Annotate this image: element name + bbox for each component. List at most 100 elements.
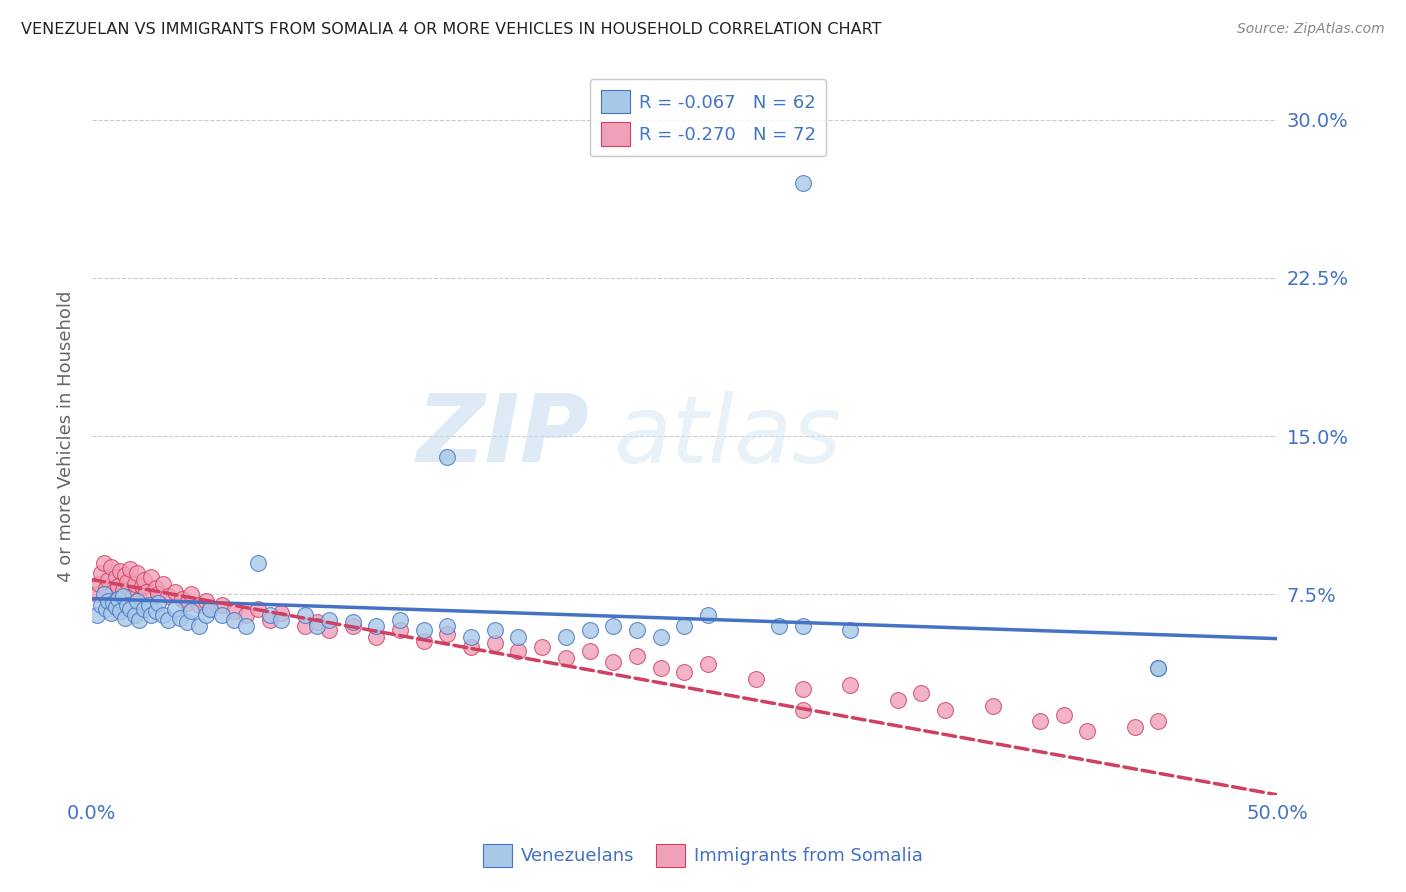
Point bbox=[211, 608, 233, 623]
Legend: Venezuelans, Immigrants from Somalia: Venezuelans, Immigrants from Somalia bbox=[475, 837, 931, 874]
Point bbox=[342, 619, 364, 633]
Point bbox=[93, 587, 115, 601]
Point bbox=[94, 581, 117, 595]
Point bbox=[460, 640, 482, 654]
Point bbox=[259, 613, 281, 627]
Point bbox=[436, 627, 458, 641]
Point bbox=[626, 648, 648, 663]
Point bbox=[90, 566, 112, 581]
Point bbox=[156, 590, 179, 604]
Point bbox=[87, 576, 110, 591]
Point bbox=[294, 608, 316, 623]
Point bbox=[101, 596, 124, 610]
Point bbox=[436, 450, 458, 465]
Point bbox=[200, 602, 222, 616]
Point bbox=[460, 630, 482, 644]
Point bbox=[1123, 720, 1146, 734]
Point bbox=[1147, 661, 1170, 675]
Point bbox=[169, 610, 191, 624]
Point bbox=[124, 576, 146, 591]
Point bbox=[1076, 724, 1098, 739]
Point bbox=[97, 573, 120, 587]
Point bbox=[90, 598, 112, 612]
Point bbox=[104, 570, 127, 584]
Point bbox=[270, 613, 292, 627]
Text: Source: ZipAtlas.com: Source: ZipAtlas.com bbox=[1237, 22, 1385, 37]
Point bbox=[270, 607, 292, 621]
Point bbox=[156, 613, 179, 627]
Point bbox=[412, 633, 434, 648]
Point bbox=[508, 630, 530, 644]
Point bbox=[366, 619, 388, 633]
Point bbox=[602, 619, 624, 633]
Point bbox=[128, 613, 150, 627]
Point bbox=[412, 623, 434, 637]
Point bbox=[180, 587, 202, 601]
Point bbox=[508, 644, 530, 658]
Point bbox=[152, 576, 174, 591]
Point bbox=[578, 644, 600, 658]
Point bbox=[235, 608, 257, 623]
Point bbox=[484, 636, 506, 650]
Point bbox=[294, 619, 316, 633]
Point bbox=[673, 665, 696, 680]
Point bbox=[187, 619, 209, 633]
Point bbox=[1147, 714, 1170, 728]
Point bbox=[107, 579, 129, 593]
Text: ZIP: ZIP bbox=[416, 390, 589, 482]
Point bbox=[132, 573, 155, 587]
Point bbox=[194, 608, 217, 623]
Point bbox=[388, 623, 411, 637]
Point bbox=[792, 176, 814, 190]
Point bbox=[139, 608, 162, 623]
Point bbox=[118, 602, 141, 616]
Point bbox=[125, 566, 148, 581]
Point bbox=[163, 602, 186, 616]
Point bbox=[697, 657, 720, 671]
Point bbox=[222, 613, 245, 627]
Point bbox=[180, 604, 202, 618]
Point bbox=[104, 599, 127, 614]
Point bbox=[768, 619, 790, 633]
Point bbox=[139, 570, 162, 584]
Point bbox=[650, 630, 672, 644]
Point bbox=[305, 619, 328, 633]
Point bbox=[246, 602, 269, 616]
Text: VENEZUELAN VS IMMIGRANTS FROM SOMALIA 4 OR MORE VEHICLES IN HOUSEHOLD CORRELATIO: VENEZUELAN VS IMMIGRANTS FROM SOMALIA 4 … bbox=[21, 22, 882, 37]
Point bbox=[697, 608, 720, 623]
Point bbox=[366, 630, 388, 644]
Point bbox=[1053, 707, 1076, 722]
Point bbox=[138, 598, 160, 612]
Point bbox=[176, 596, 198, 610]
Point bbox=[148, 596, 170, 610]
Point bbox=[1147, 661, 1170, 675]
Point bbox=[194, 593, 217, 607]
Point bbox=[673, 619, 696, 633]
Point bbox=[235, 619, 257, 633]
Point bbox=[342, 615, 364, 629]
Point bbox=[135, 585, 157, 599]
Point bbox=[934, 703, 956, 717]
Point bbox=[578, 623, 600, 637]
Point bbox=[484, 623, 506, 637]
Point bbox=[101, 585, 124, 599]
Y-axis label: 4 or more Vehicles in Household: 4 or more Vehicles in Household bbox=[58, 291, 75, 582]
Point bbox=[1029, 714, 1052, 728]
Point bbox=[792, 682, 814, 697]
Point bbox=[163, 585, 186, 599]
Point bbox=[110, 564, 132, 578]
Point bbox=[839, 678, 862, 692]
Text: atlas: atlas bbox=[613, 391, 842, 482]
Point bbox=[148, 587, 170, 601]
Point bbox=[792, 703, 814, 717]
Point bbox=[111, 590, 134, 604]
Point bbox=[152, 608, 174, 623]
Point bbox=[111, 583, 134, 598]
Legend: R = -0.067   N = 62, R = -0.270   N = 72: R = -0.067 N = 62, R = -0.270 N = 72 bbox=[591, 79, 827, 156]
Point bbox=[388, 613, 411, 627]
Point bbox=[887, 693, 910, 707]
Point bbox=[554, 650, 576, 665]
Point bbox=[170, 591, 193, 606]
Point bbox=[110, 604, 132, 618]
Point bbox=[128, 591, 150, 606]
